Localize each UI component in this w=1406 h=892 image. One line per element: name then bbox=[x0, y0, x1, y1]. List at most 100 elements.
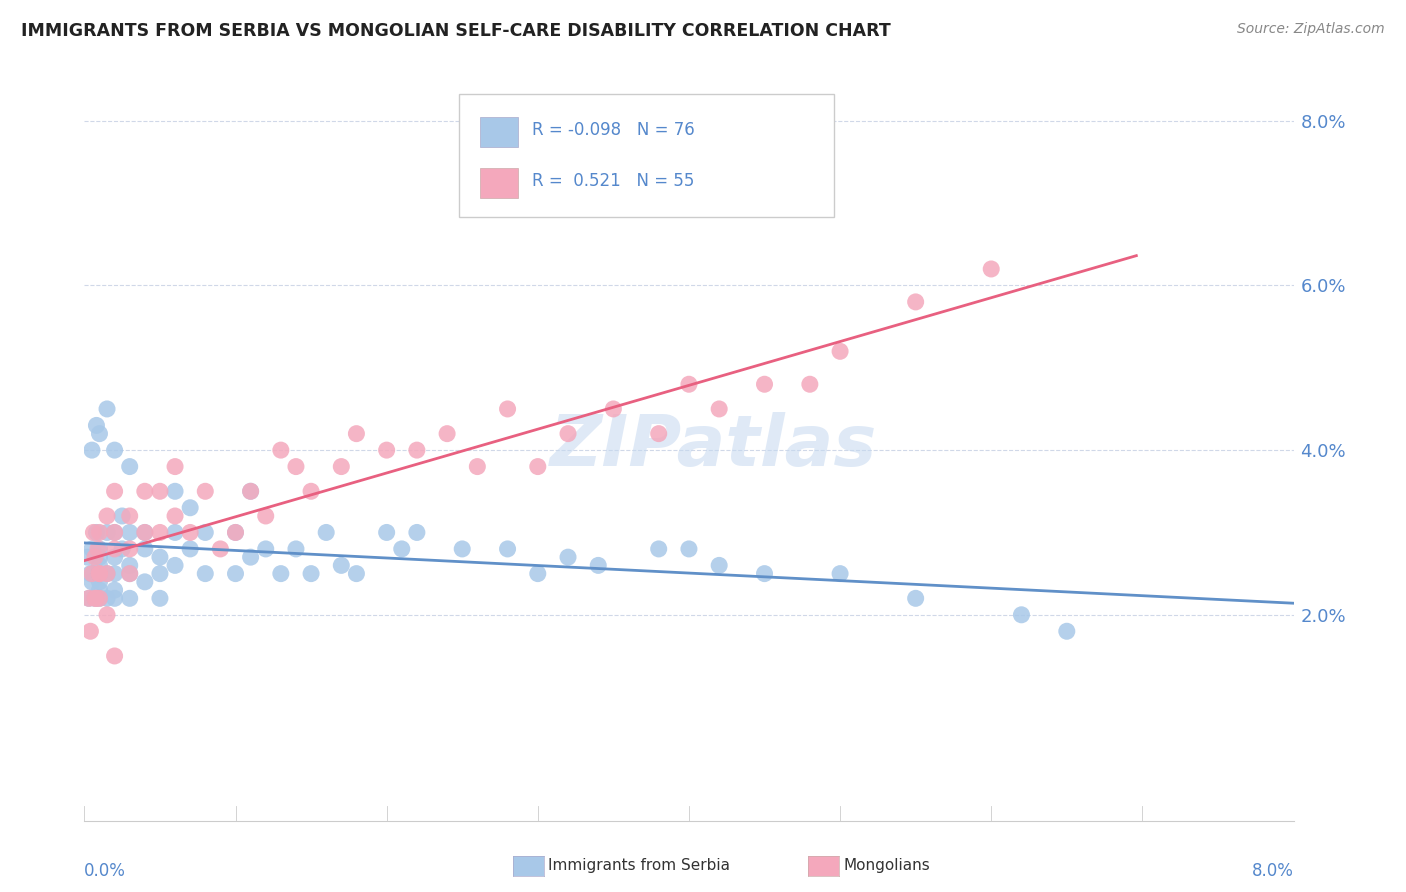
Point bbox=[134, 525, 156, 540]
Point bbox=[96, 566, 118, 581]
Point bbox=[118, 525, 141, 540]
Text: R = -0.098   N = 76: R = -0.098 N = 76 bbox=[531, 121, 695, 139]
Point bbox=[254, 541, 277, 556]
Text: ZIPatlas: ZIPatlas bbox=[550, 411, 877, 481]
Point bbox=[602, 401, 624, 416]
Point bbox=[904, 294, 927, 309]
Point bbox=[118, 459, 141, 474]
Point bbox=[149, 566, 172, 581]
Point bbox=[165, 459, 187, 474]
Point bbox=[588, 558, 610, 573]
Point bbox=[80, 443, 103, 458]
Point bbox=[648, 426, 671, 441]
FancyBboxPatch shape bbox=[479, 117, 519, 146]
Point bbox=[87, 541, 110, 556]
Point bbox=[80, 566, 103, 581]
Point bbox=[149, 525, 172, 540]
Point bbox=[118, 591, 141, 606]
Point bbox=[225, 525, 247, 540]
Point bbox=[118, 541, 141, 556]
Point bbox=[239, 484, 262, 499]
Point bbox=[111, 508, 134, 523]
Point bbox=[118, 558, 141, 573]
Point bbox=[80, 541, 103, 556]
Point bbox=[754, 377, 776, 392]
Point bbox=[225, 566, 247, 581]
Point bbox=[299, 484, 322, 499]
Point bbox=[84, 591, 107, 606]
Point bbox=[76, 550, 98, 565]
Point bbox=[149, 484, 172, 499]
Point bbox=[496, 541, 519, 556]
Point bbox=[406, 525, 429, 540]
Point bbox=[118, 508, 141, 523]
Point bbox=[406, 443, 429, 458]
Point bbox=[79, 566, 101, 581]
Point bbox=[111, 541, 134, 556]
Point bbox=[89, 566, 111, 581]
Point bbox=[285, 459, 308, 474]
Point bbox=[557, 550, 579, 565]
Point bbox=[527, 459, 550, 474]
Point bbox=[799, 377, 821, 392]
Text: 8.0%: 8.0% bbox=[1251, 862, 1294, 880]
Point bbox=[754, 566, 776, 581]
Point bbox=[96, 401, 118, 416]
Text: IMMIGRANTS FROM SERBIA VS MONGOLIAN SELF-CARE DISABILITY CORRELATION CHART: IMMIGRANTS FROM SERBIA VS MONGOLIAN SELF… bbox=[21, 22, 891, 40]
Point bbox=[194, 566, 217, 581]
Point bbox=[86, 591, 108, 606]
Text: 0.0%: 0.0% bbox=[84, 862, 127, 880]
Point bbox=[648, 541, 671, 556]
Point bbox=[375, 525, 398, 540]
Point bbox=[96, 508, 118, 523]
Point bbox=[239, 550, 262, 565]
Point bbox=[709, 558, 731, 573]
Point bbox=[104, 550, 127, 565]
Point bbox=[1011, 607, 1033, 622]
Point bbox=[134, 574, 156, 589]
Point bbox=[557, 426, 579, 441]
Point bbox=[149, 591, 172, 606]
Point bbox=[709, 401, 731, 416]
Point bbox=[104, 648, 127, 663]
Point bbox=[270, 566, 292, 581]
Point bbox=[225, 525, 247, 540]
Point bbox=[96, 566, 118, 581]
Point bbox=[82, 525, 104, 540]
Point bbox=[89, 550, 111, 565]
Point bbox=[118, 566, 141, 581]
Text: Source: ZipAtlas.com: Source: ZipAtlas.com bbox=[1237, 22, 1385, 37]
Point bbox=[375, 443, 398, 458]
Point bbox=[678, 377, 700, 392]
Point bbox=[330, 558, 353, 573]
Point bbox=[89, 541, 111, 556]
Point bbox=[391, 541, 413, 556]
Point bbox=[830, 344, 852, 359]
Point bbox=[89, 574, 111, 589]
Point bbox=[86, 525, 108, 540]
Point bbox=[285, 541, 308, 556]
Point bbox=[89, 525, 111, 540]
Point bbox=[82, 566, 104, 581]
Point bbox=[194, 484, 217, 499]
Point bbox=[179, 525, 201, 540]
Point bbox=[980, 262, 1002, 277]
Point bbox=[134, 541, 156, 556]
Point bbox=[84, 591, 107, 606]
Point bbox=[209, 541, 232, 556]
Point bbox=[104, 591, 127, 606]
Point bbox=[165, 484, 187, 499]
Point bbox=[904, 591, 927, 606]
Point bbox=[89, 566, 111, 581]
Text: Immigrants from Serbia: Immigrants from Serbia bbox=[548, 858, 730, 872]
Point bbox=[104, 525, 127, 540]
Point bbox=[77, 591, 100, 606]
Point bbox=[830, 566, 852, 581]
Point bbox=[467, 459, 489, 474]
Point bbox=[1056, 624, 1078, 639]
Point bbox=[134, 484, 156, 499]
FancyBboxPatch shape bbox=[460, 94, 834, 218]
Point bbox=[346, 566, 368, 581]
Text: R =  0.521   N = 55: R = 0.521 N = 55 bbox=[531, 172, 695, 190]
Point bbox=[134, 525, 156, 540]
